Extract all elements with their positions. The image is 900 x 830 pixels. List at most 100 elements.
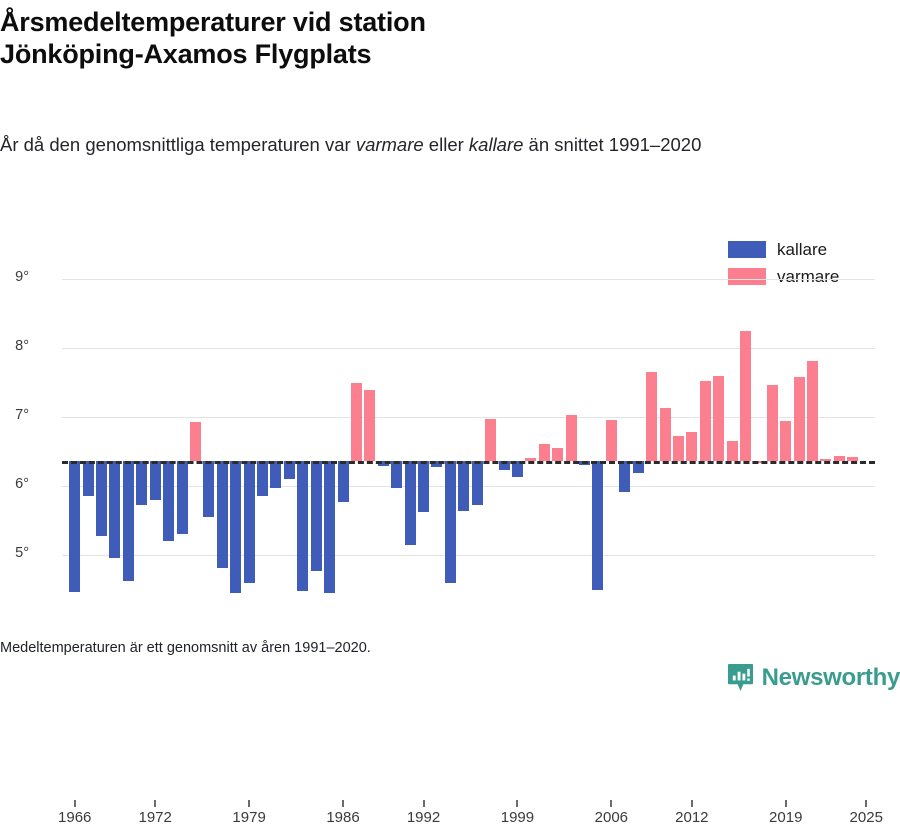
- y-axis-label: 9°: [15, 269, 29, 286]
- gridline-5: [62, 555, 875, 557]
- bar-2002[interactable]: [552, 447, 564, 462]
- bar-2006[interactable]: [605, 419, 617, 462]
- bar-1975[interactable]: [189, 421, 201, 462]
- x-axis-tick-mark: [248, 800, 251, 807]
- bar-2016[interactable]: [740, 330, 751, 462]
- plot-area: 5° 6° 7° 8° 9°: [15, 255, 875, 600]
- bar-2021[interactable]: [807, 360, 819, 462]
- bar-1981[interactable]: [270, 461, 282, 489]
- temperature-bar-chart: 5° 6° 7° 8° 9° 1966 1972 1979 1986 1992 1999 2006 2…: [0, 230, 900, 826]
- bar-1995[interactable]: [458, 461, 470, 511]
- bar-2001[interactable]: [538, 444, 550, 462]
- x-axis-tick-mark: [342, 800, 345, 807]
- bar-1980[interactable]: [257, 461, 269, 496]
- average-reference-line: [62, 461, 875, 465]
- bar-2024[interactable]: [847, 457, 859, 462]
- bar-2012[interactable]: [686, 431, 698, 462]
- y-axis-label: 6°: [15, 476, 29, 493]
- x-axis-tick-mark: [784, 800, 787, 807]
- gridline-9: [62, 279, 875, 281]
- bar-1977[interactable]: [216, 461, 228, 568]
- bar-2015[interactable]: [726, 440, 738, 462]
- x-axis-label-1999: 1999: [500, 809, 535, 826]
- legend-item-varmare[interactable]: varmare: [728, 263, 839, 290]
- bar-1974[interactable]: [176, 461, 188, 535]
- subtitle-text-2: eller: [423, 134, 469, 155]
- x-axis-label-1972: 1972: [138, 809, 172, 826]
- bar-1979[interactable]: [243, 461, 255, 583]
- bar-1987[interactable]: [350, 383, 362, 462]
- page-title: Årsmedeltemperaturer vid station Jönköpi…: [0, 7, 426, 69]
- y-axis-label: 5°: [15, 545, 29, 562]
- x-axis-tick-mark: [610, 800, 613, 807]
- bar-2009[interactable]: [646, 371, 658, 462]
- bar-1966[interactable]: [69, 461, 81, 592]
- bar-1997[interactable]: [485, 418, 497, 462]
- bar-1985[interactable]: [324, 461, 336, 594]
- x-axis-label-2012: 2012: [675, 809, 709, 826]
- chart-note: Medeltemperaturen är ett genomsnitt av å…: [0, 640, 371, 656]
- chart-legend: kallare varmare: [728, 236, 839, 290]
- chart-page: Årsmedeltemperaturer vid station Jönköpi…: [0, 7, 900, 826]
- bar-1968[interactable]: [96, 461, 108, 536]
- bar-2003[interactable]: [565, 415, 577, 462]
- legend-label-varmare: varmare: [777, 266, 840, 286]
- bar-1983[interactable]: [297, 461, 309, 592]
- x-axis-label-1986: 1986: [326, 809, 360, 826]
- x-axis-label-2025: 2025: [849, 809, 883, 826]
- bar-1976[interactable]: [203, 461, 215, 518]
- newsworthy-logo-icon: [727, 664, 753, 692]
- bar-2023[interactable]: [833, 455, 845, 462]
- bar-1973[interactable]: [163, 461, 175, 541]
- x-axis-tick-mark: [690, 800, 693, 807]
- bar-1990[interactable]: [391, 461, 403, 489]
- y-axis-label: 8°: [15, 338, 29, 355]
- bar-1998[interactable]: [498, 461, 510, 471]
- x-axis-label-1992: 1992: [406, 809, 441, 826]
- bar-1970[interactable]: [122, 461, 134, 582]
- bar-1967[interactable]: [82, 461, 94, 497]
- bar-2018[interactable]: [766, 384, 778, 462]
- bar-2010[interactable]: [659, 408, 671, 462]
- gridline-8: [62, 348, 875, 350]
- bar-1988[interactable]: [364, 389, 376, 462]
- bar-1978[interactable]: [230, 461, 242, 594]
- bar-2007[interactable]: [619, 461, 631, 493]
- bar-2020[interactable]: [793, 377, 805, 462]
- bar-2008[interactable]: [632, 461, 644, 474]
- bar-1991[interactable]: [404, 461, 416, 545]
- bar-2022[interactable]: [820, 458, 832, 462]
- x-axis-tick-mark: [422, 800, 425, 807]
- x-axis-tick-mark: [865, 800, 868, 807]
- bar-2005[interactable]: [592, 461, 604, 590]
- subtitle-emphasis-kallare: kallare: [468, 134, 524, 155]
- newsworthy-branding[interactable]: Newsworthy: [727, 663, 900, 693]
- bar-1996[interactable]: [471, 461, 483, 506]
- bar-1969[interactable]: [109, 461, 121, 558]
- bar-1984[interactable]: [310, 461, 322, 571]
- x-axis-label-2019: 2019: [769, 809, 803, 826]
- bar-1999[interactable]: [511, 461, 523, 478]
- legend-swatch-kallare: [728, 241, 766, 258]
- bar-2011[interactable]: [672, 435, 684, 462]
- bar-1982[interactable]: [283, 461, 295, 480]
- legend-item-kallare[interactable]: kallare: [728, 236, 839, 263]
- bar-2013[interactable]: [699, 380, 711, 462]
- x-axis-tick-mark: [516, 800, 519, 807]
- bar-1972[interactable]: [149, 461, 161, 500]
- bar-2019[interactable]: [780, 420, 792, 462]
- x-axis-label-1966: 1966: [58, 809, 92, 826]
- subtitle-emphasis-varmare: varmare: [355, 134, 424, 155]
- chart-subtitle: År då den genomsnittliga temperaturen va…: [0, 130, 860, 160]
- bar-1992[interactable]: [418, 461, 430, 513]
- subtitle-text-3: än snittet 1991–2020: [523, 134, 702, 155]
- legend-label-kallare: kallare: [777, 239, 828, 259]
- bar-1971[interactable]: [136, 461, 148, 506]
- x-axis-tick-mark: [154, 800, 157, 807]
- bar-2014[interactable]: [713, 375, 725, 462]
- gridline-7: [62, 417, 875, 419]
- bar-1986[interactable]: [337, 461, 349, 502]
- bar-2000[interactable]: [525, 457, 537, 462]
- x-axis-tick-mark: [73, 800, 76, 807]
- bar-1994[interactable]: [444, 461, 456, 583]
